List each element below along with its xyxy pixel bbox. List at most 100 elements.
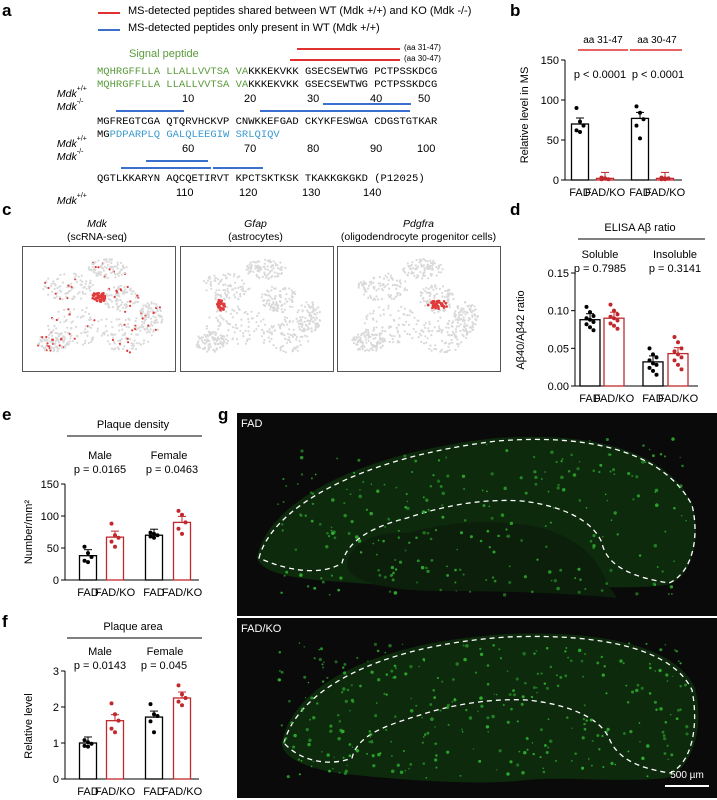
tsne-point: [134, 292, 137, 295]
cortex-outline: [283, 635, 696, 774]
brain-hippocampus-region: [347, 522, 617, 598]
tsne-point: [106, 276, 110, 280]
tsne-point: [141, 307, 144, 311]
plaque-dot: [377, 539, 380, 542]
plaque-dot: [446, 565, 448, 568]
tsne-point: [143, 339, 146, 342]
tsne-point: [92, 336, 95, 339]
tsne-point: [285, 300, 288, 303]
peptide-bar-blue: [315, 110, 410, 112]
tsne-point: [459, 323, 462, 326]
tsne-point: [352, 341, 355, 345]
tsne-point: [363, 322, 366, 325]
data-point: [588, 317, 592, 322]
tsne-point: [250, 268, 253, 271]
tsne-point: [265, 274, 268, 277]
tsne-point: [366, 287, 370, 290]
tsne-point: [47, 277, 50, 280]
tsne-point: [196, 341, 199, 344]
plaque-dot: [306, 585, 310, 588]
tsne-point: [403, 287, 407, 290]
data-point: [109, 539, 114, 544]
data-point: [180, 703, 184, 708]
plaque-dot: [437, 459, 441, 462]
data-point: [574, 128, 579, 133]
tsne-point: [155, 303, 158, 306]
plaque-dot: [582, 675, 585, 678]
tsne-point: [469, 308, 472, 311]
tsne-point: [433, 262, 437, 265]
chart-b: aa 31-47 aa 30-47 p < 0.0001 p < 0.0001 …: [519, 35, 686, 199]
tsne-point: [396, 294, 399, 297]
tsne-point: [423, 267, 426, 270]
y-tick-label: 50: [547, 135, 559, 147]
chart-title: ELISA Aβ ratio: [604, 222, 675, 234]
tsne-point: [424, 290, 427, 293]
tsne-point: [201, 347, 204, 350]
tsne-point: [467, 319, 470, 322]
plaque-dot: [434, 758, 438, 762]
plaque-dot: [301, 709, 304, 713]
y-tick-label: 100: [41, 511, 59, 523]
tsne-point: [426, 260, 429, 263]
plaque-dot: [349, 709, 351, 712]
plaque-dot: [622, 662, 625, 665]
seq-signal: MQHRGFFLLA LLALLVVTSA VA: [97, 66, 249, 78]
pvalue: p = 0.7985: [574, 263, 626, 275]
plaque-dot: [525, 736, 529, 740]
tsne-point: [217, 325, 220, 328]
tsne-point: [388, 326, 391, 329]
plaque-dot: [461, 730, 464, 733]
tsne-point: [203, 333, 206, 336]
tsne-point: [117, 339, 120, 342]
plaque-dot: [583, 704, 586, 707]
tsne-point: [223, 335, 226, 338]
tsne-point: [271, 297, 274, 300]
tsne-point: [106, 294, 110, 297]
bar: [172, 521, 192, 581]
tsne-point: [42, 288, 45, 291]
tsne-point: [372, 337, 375, 341]
tsne-point: [147, 329, 150, 332]
tsne-point: [160, 321, 163, 324]
tsne-point: [384, 274, 387, 277]
plaque-dot: [605, 692, 608, 695]
plaque-dot: [321, 666, 325, 669]
tsne-point: [119, 284, 123, 287]
tsne-point: [446, 331, 449, 334]
tsne-point: [435, 274, 438, 277]
tsne-point: [266, 268, 269, 271]
tsne-point: [357, 347, 360, 350]
plaque-dot: [427, 508, 430, 511]
tsne-point: [239, 293, 242, 296]
plaque-dot: [578, 499, 582, 502]
plaque-dot: [583, 722, 586, 726]
tsne-point: [231, 326, 234, 329]
tsne-point: [450, 338, 453, 342]
tsne-point: [435, 287, 438, 290]
tsne-point: [283, 302, 286, 305]
plaque-dot: [664, 720, 668, 724]
tsne-point: [395, 287, 398, 290]
plaque-dot: [318, 657, 322, 662]
tsne-points: [37, 258, 164, 354]
tsne-point: [262, 331, 265, 334]
tsne-point: [280, 272, 283, 275]
tsne-point: [91, 338, 94, 341]
tsne-point: [219, 321, 222, 324]
tsne-point: [474, 318, 477, 321]
tsne-point: [272, 287, 276, 290]
tsne-point: [263, 339, 266, 342]
plaque-dot: [555, 674, 559, 677]
tsne-point: [298, 322, 301, 326]
group-label: aa 30-47: [637, 35, 677, 46]
plaque-dot: [553, 579, 557, 583]
tsne-point: [273, 275, 277, 278]
tsne-point: [51, 334, 54, 337]
tsne-point: [130, 342, 133, 345]
tsne-point: [202, 341, 205, 344]
plaque-dot: [290, 721, 293, 724]
group-label: Soluble: [582, 249, 619, 261]
plaque-dot: [342, 687, 346, 691]
tsne-point: [378, 334, 381, 337]
